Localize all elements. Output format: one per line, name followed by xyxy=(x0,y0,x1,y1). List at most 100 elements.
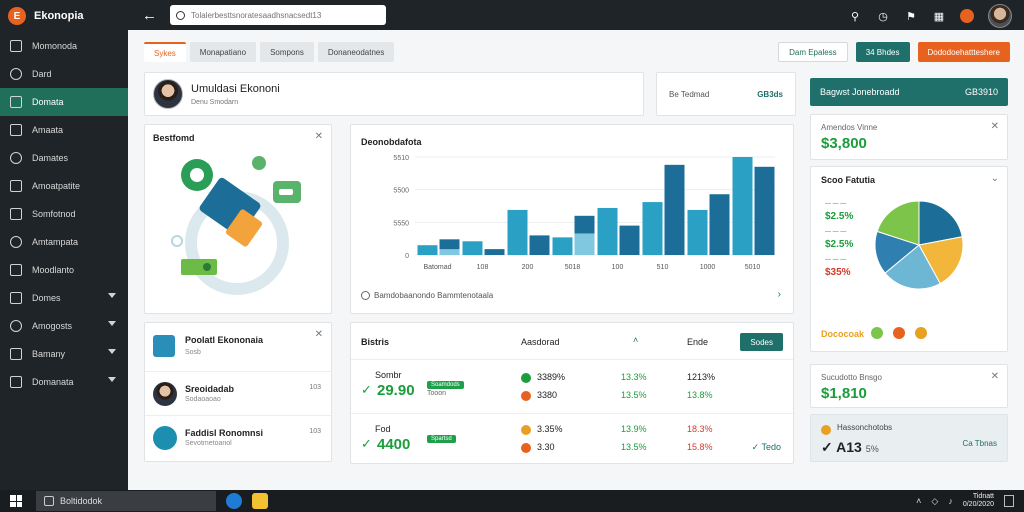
chart-icon xyxy=(10,96,22,108)
stat-1-label: Amendos Vinne xyxy=(821,123,878,132)
row-val: 13.5% xyxy=(621,442,647,452)
bar xyxy=(619,225,640,255)
pie-slice xyxy=(884,244,941,290)
pie-title: Scoo Fatutia xyxy=(821,175,876,185)
table-row[interactable]: Fod ✓ 4400 Spartsd 3.35% 3.30 13.9% 13.5… xyxy=(351,413,793,465)
bell-icon[interactable]: ⚑ xyxy=(906,10,916,23)
notification-icon[interactable] xyxy=(960,9,974,23)
orange-button[interactable]: Dododoehattteshere xyxy=(917,42,1010,62)
stat-3-suffix: 5% xyxy=(865,444,879,454)
bar xyxy=(754,166,775,255)
list-sub: Sosb xyxy=(185,349,201,356)
back-arrow-icon[interactable]: ← xyxy=(142,6,157,24)
chevron-down-icon xyxy=(108,349,116,354)
teal-button[interactable]: 34 Bhdes xyxy=(855,42,910,62)
sidebar-item-1[interactable]: Dard xyxy=(0,60,128,88)
pie-legend-dash: — — — xyxy=(825,201,847,207)
chevron-right-icon[interactable]: › xyxy=(777,289,781,300)
table-action-button[interactable]: Sodes xyxy=(740,333,783,351)
list-item-sub: Sevotmetoanol xyxy=(185,440,232,447)
profile-avatar[interactable] xyxy=(988,4,1012,28)
chart-footer[interactable]: Bamdobaanondo Bammtenotaala xyxy=(361,291,493,300)
close-icon[interactable]: ✕ xyxy=(314,329,323,340)
x-tick-label: 5010 xyxy=(745,264,761,271)
mini-stat-label: Be Tedmad xyxy=(669,90,710,99)
settings-icon xyxy=(10,264,22,276)
table-row[interactable]: Sombr ✓ 29.90 Soamdods Tooon 3389% 3380 … xyxy=(351,359,793,413)
tab-1[interactable]: Monapatiano xyxy=(189,42,257,62)
x-tick-label: 108 xyxy=(477,264,489,271)
mini-stat-value: GB3ds xyxy=(757,90,783,99)
info-icon xyxy=(361,291,370,300)
clock-time: Tidnatt xyxy=(972,493,994,500)
status-dot[interactable] xyxy=(915,327,927,339)
tray-arrow-icon[interactable]: ˄ xyxy=(916,496,922,506)
brand[interactable]: E Ekonopia xyxy=(0,0,128,32)
search-input[interactable] xyxy=(191,10,371,20)
close-icon[interactable]: ✕ xyxy=(990,371,999,382)
close-icon[interactable]: ✕ xyxy=(990,121,999,132)
tab-0[interactable]: Sykes xyxy=(144,42,186,62)
row-last: 13.8% xyxy=(687,390,713,400)
network-icon[interactable]: ◇ xyxy=(931,495,939,506)
bar xyxy=(507,209,528,255)
profile-avatar xyxy=(153,79,183,109)
close-icon[interactable]: ✕ xyxy=(314,131,323,142)
sidebar-item-7[interactable]: Amtampata xyxy=(0,228,128,256)
row-val: 13.5% xyxy=(621,390,647,400)
search-icon xyxy=(44,496,54,506)
table-header-1: Ende xyxy=(687,337,709,347)
edge-icon[interactable] xyxy=(226,493,242,509)
table-icon xyxy=(10,180,22,192)
tab-2[interactable]: Sompons xyxy=(260,42,314,62)
search-box[interactable] xyxy=(170,5,386,25)
sidebar-item-8[interactable]: Moodlanto xyxy=(0,256,128,284)
status-dot[interactable] xyxy=(871,327,883,339)
clock[interactable]: Tidnatt 0/20/2020 xyxy=(963,493,994,509)
sort-up-icon[interactable]: ˄ xyxy=(633,335,639,345)
right-header-value: GB3910 xyxy=(964,87,998,97)
chevron-down-icon[interactable]: ⌄ xyxy=(990,173,999,184)
right-header-label: Bagwst Jonebroadd xyxy=(820,87,900,97)
sidebar-item-11[interactable]: Bamany xyxy=(0,340,128,368)
check-icon: ✓ xyxy=(361,382,372,397)
folder-icon[interactable] xyxy=(252,493,268,509)
taskbar-search[interactable]: Boltidodok xyxy=(36,491,216,511)
sidebar-item-9[interactable]: Domes xyxy=(0,284,128,312)
bar xyxy=(462,241,483,255)
gauge-icon xyxy=(10,40,22,52)
sidebar-item-0[interactable]: Momonoda xyxy=(0,32,128,60)
list-item-meta: 103 xyxy=(309,384,321,391)
tab-3[interactable]: Donaneodatnes xyxy=(317,42,395,62)
stat-3-action[interactable]: Ca Tbnas xyxy=(962,439,997,448)
x-tick-label: 200 xyxy=(522,264,534,271)
sidebar-item-5[interactable]: Amoatpatite xyxy=(0,172,128,200)
search-icon xyxy=(176,10,185,20)
row-val: 13.9% xyxy=(621,424,647,434)
sidebar-item-3[interactable]: Amaata xyxy=(0,116,128,144)
y-tick-label: 5500 xyxy=(393,188,409,195)
sidebar-item-12[interactable]: Domanata xyxy=(0,368,128,396)
sidebar-item-10[interactable]: Amogosts xyxy=(0,312,128,340)
clock-icon[interactable]: ◷ xyxy=(878,10,888,23)
avatar xyxy=(153,382,177,406)
list-item[interactable]: Faddisl Ronomnsi Sevotmetoanol 103 xyxy=(145,415,331,459)
row-tag[interactable]: ✓ Tedo xyxy=(751,442,781,452)
windows-start-icon[interactable] xyxy=(10,495,22,507)
feature-card: Bestfomd ✕ xyxy=(144,124,332,314)
notification-center-icon[interactable] xyxy=(1004,495,1014,507)
volume-icon[interactable]: ♪ xyxy=(948,496,953,506)
clock-icon xyxy=(10,68,22,80)
ghost-button[interactable]: Dam Epaless xyxy=(778,42,848,62)
grid-icon[interactable]: ▦ xyxy=(933,10,945,23)
sidebar-item-6[interactable]: Somfotnod xyxy=(0,200,128,228)
status-dot[interactable] xyxy=(893,327,905,339)
bar xyxy=(529,235,550,255)
chevron-down-icon xyxy=(108,377,116,382)
sidebar-item-label: Damates xyxy=(32,153,69,163)
search-icon[interactable]: ⚲ xyxy=(850,10,860,23)
list-item[interactable]: Sreoidadab Sodaoaoao 103 xyxy=(145,371,331,415)
sidebar-item-4[interactable]: Damates xyxy=(0,144,128,172)
sidebar-item-label: Amtampata xyxy=(32,237,79,247)
sidebar-item-2[interactable]: Domata xyxy=(0,88,128,116)
